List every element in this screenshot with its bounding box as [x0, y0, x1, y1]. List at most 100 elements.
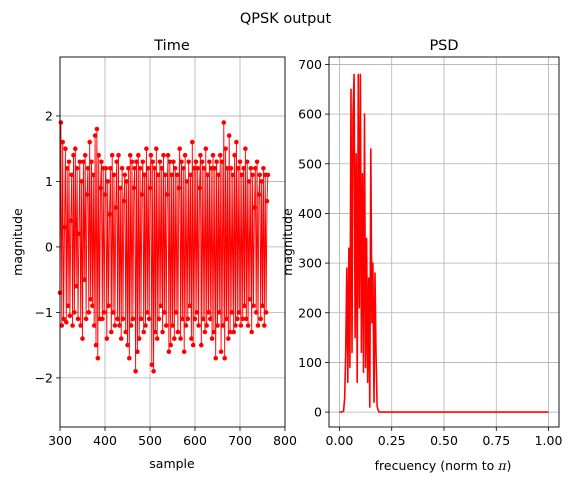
data-point [205, 172, 210, 178]
data-point [119, 166, 125, 171]
data-point [226, 336, 231, 341]
data-point [164, 192, 170, 197]
data-point [257, 172, 263, 178]
data-point [60, 139, 65, 145]
data-point [93, 342, 99, 348]
x-tick-label: 0.25 [378, 433, 406, 448]
data-point [244, 159, 250, 165]
data-point [251, 303, 256, 309]
data-point [91, 172, 96, 178]
data-point [235, 166, 241, 171]
data-point [75, 316, 81, 322]
data-point [265, 172, 271, 178]
data-point [219, 159, 225, 165]
data-point [154, 336, 160, 341]
x-tick-label: 700 [228, 433, 252, 448]
y-tick-label: 0 [314, 405, 322, 420]
data-point [236, 310, 242, 315]
time-axes-frame [59, 56, 286, 428]
data-point [64, 319, 69, 325]
data-point [199, 342, 204, 348]
data-point [223, 146, 228, 151]
data-point [133, 369, 138, 374]
data-point [79, 179, 84, 184]
y-tick-label: −1 [35, 305, 53, 320]
data-point [145, 166, 151, 171]
data-point [221, 120, 227, 125]
data-point [112, 323, 118, 328]
data-point [196, 323, 201, 328]
time-series [57, 120, 271, 374]
data-point [189, 336, 194, 341]
data-point [111, 172, 117, 178]
series-line [339, 73, 549, 413]
data-point [217, 310, 222, 315]
data-point [243, 146, 248, 151]
data-point [142, 172, 147, 178]
data-point [150, 159, 155, 165]
data-point [123, 329, 128, 335]
y-tick-label: 100 [298, 355, 322, 370]
data-point [137, 166, 143, 171]
y-tick-label: 400 [298, 206, 322, 221]
data-point [89, 159, 94, 165]
data-point [238, 323, 244, 328]
data-point [245, 323, 251, 328]
data-point [162, 310, 167, 315]
data-point [108, 166, 113, 171]
data-point [260, 303, 265, 309]
data-point [96, 152, 101, 158]
data-point [92, 133, 98, 138]
x-tick-label: 1.00 [535, 433, 563, 448]
data-point [152, 166, 157, 171]
data-point [157, 159, 163, 165]
y-tick-label: 2 [45, 108, 53, 123]
data-point [220, 323, 226, 328]
data-point [254, 159, 260, 165]
data-point [182, 152, 188, 158]
data-point [203, 146, 209, 151]
data-point [132, 166, 137, 171]
data-point [70, 323, 75, 328]
data-point [115, 316, 120, 322]
data-point [109, 329, 114, 335]
data-point [84, 192, 90, 197]
data-point [188, 172, 193, 178]
data-point [99, 159, 104, 165]
data-point [249, 329, 254, 335]
data-point [83, 316, 89, 322]
data-point [204, 323, 209, 328]
data-point [94, 126, 100, 132]
psd-ylabel: magnitude [280, 208, 295, 276]
data-point [86, 310, 92, 315]
y-tick-label: −2 [35, 370, 53, 385]
psd-xlabel-prefix: frecuency (norm to [375, 458, 499, 473]
data-point [240, 316, 245, 322]
x-tick-label: 0.50 [430, 433, 458, 448]
data-point [172, 336, 177, 341]
data-point [212, 166, 218, 171]
data-point [210, 152, 216, 158]
data-point [230, 172, 236, 178]
data-point [104, 336, 110, 341]
data-point [68, 218, 74, 223]
y-tick-label: 0 [45, 239, 53, 254]
data-point [253, 310, 259, 315]
data-point [181, 166, 186, 171]
data-point [74, 166, 80, 171]
data-point [225, 166, 230, 171]
data-point [197, 185, 202, 191]
data-point [241, 166, 246, 171]
data-point [202, 329, 208, 335]
time-panel-title: Time [153, 38, 190, 54]
data-point [102, 192, 108, 197]
data-point [163, 323, 169, 328]
data-point [72, 310, 77, 315]
data-point [109, 152, 115, 158]
data-point [184, 179, 190, 184]
data-point [214, 159, 219, 165]
data-point [136, 152, 141, 158]
data-point [262, 323, 267, 328]
data-point [180, 316, 185, 322]
data-point [246, 179, 252, 184]
